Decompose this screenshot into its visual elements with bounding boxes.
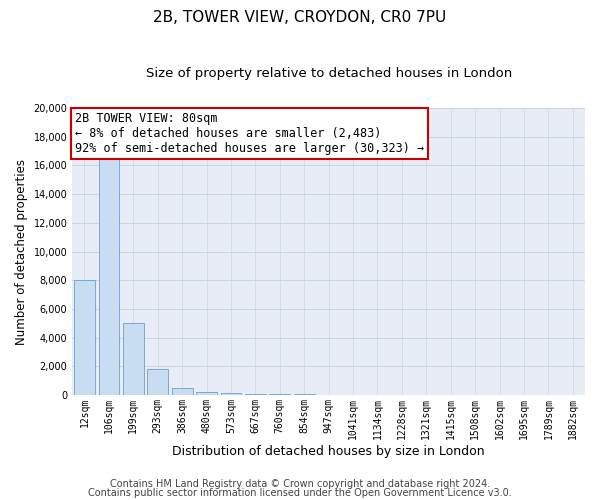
X-axis label: Distribution of detached houses by size in London: Distribution of detached houses by size … xyxy=(172,444,485,458)
Y-axis label: Number of detached properties: Number of detached properties xyxy=(15,158,28,344)
Bar xyxy=(221,393,241,395)
Bar xyxy=(74,280,95,395)
Bar xyxy=(123,324,144,395)
Text: Contains public sector information licensed under the Open Government Licence v3: Contains public sector information licen… xyxy=(88,488,512,498)
Bar xyxy=(172,388,193,395)
Bar xyxy=(196,392,217,395)
Text: Contains HM Land Registry data © Crown copyright and database right 2024.: Contains HM Land Registry data © Crown c… xyxy=(110,479,490,489)
Bar xyxy=(269,394,290,395)
Text: 2B TOWER VIEW: 80sqm
← 8% of detached houses are smaller (2,483)
92% of semi-det: 2B TOWER VIEW: 80sqm ← 8% of detached ho… xyxy=(75,112,424,156)
Text: 2B, TOWER VIEW, CROYDON, CR0 7PU: 2B, TOWER VIEW, CROYDON, CR0 7PU xyxy=(154,10,446,25)
Bar xyxy=(148,369,168,395)
Bar xyxy=(245,394,266,395)
Bar xyxy=(98,158,119,395)
Title: Size of property relative to detached houses in London: Size of property relative to detached ho… xyxy=(146,68,512,80)
Bar xyxy=(294,394,314,395)
